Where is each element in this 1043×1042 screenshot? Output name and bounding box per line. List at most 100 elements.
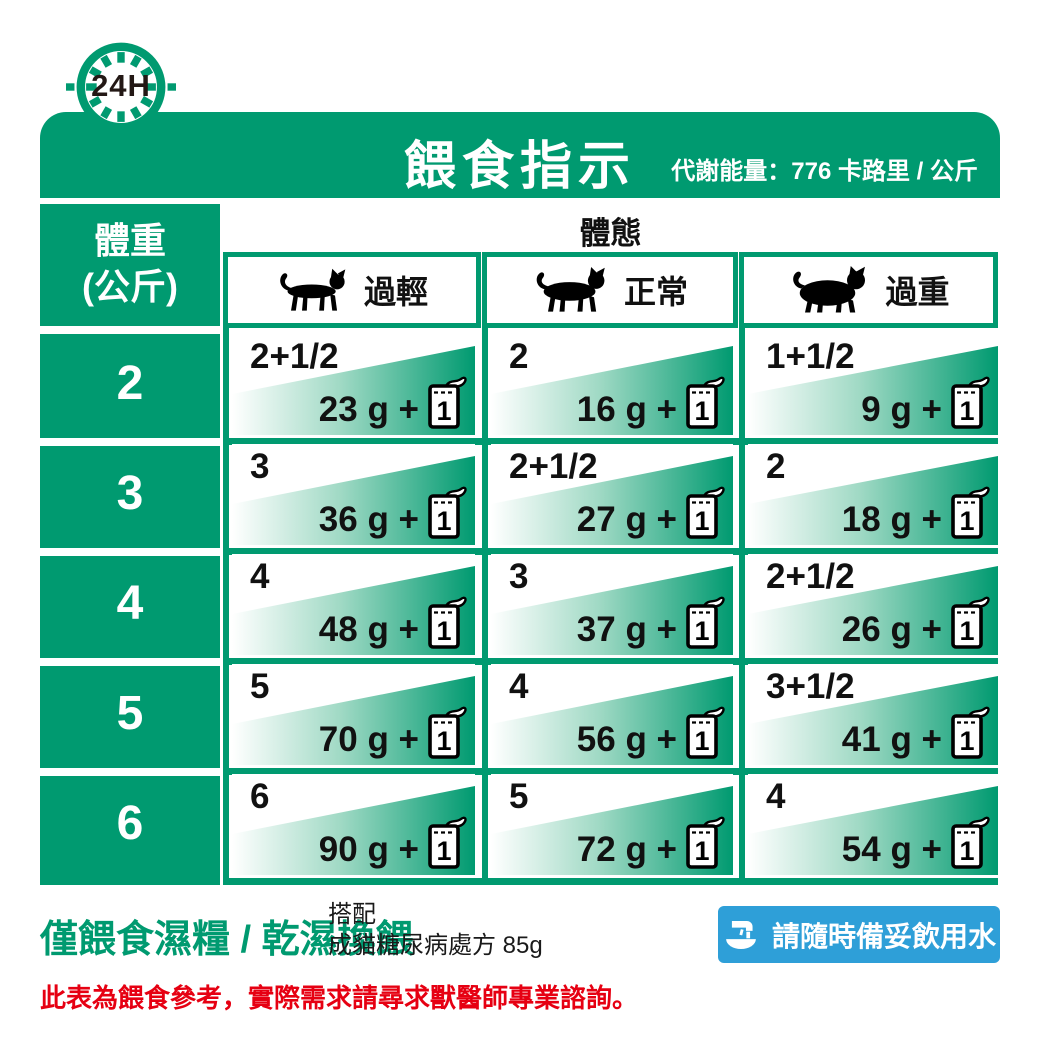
row-divider — [223, 548, 998, 555]
header-band: 餵食指示 代謝能量：776 卡路里 / 公斤 — [40, 112, 1000, 198]
dry-food-grams: 70 g + — [318, 720, 419, 759]
column-header-label: 正常 — [623, 274, 688, 310]
wet-pouch-icon: 1 — [685, 375, 725, 431]
column-divider — [223, 252, 229, 885]
metabolic-energy-label: 代謝能量：776 卡路里 / 公斤 — [671, 158, 978, 185]
pouch-count: 1 — [436, 836, 452, 866]
wet-portion-count: 4 — [509, 667, 529, 706]
wet-pouch-icon: 1 — [950, 375, 990, 431]
dry-food-grams: 23 g + — [318, 390, 419, 429]
clock-24h-badge: 24H — [66, 32, 176, 142]
pouch-count: 1 — [959, 836, 975, 866]
pouch-count: 1 — [694, 396, 710, 426]
gradient-wedge — [748, 346, 998, 435]
gradient-wedge — [232, 566, 475, 655]
dry-food-grams: 36 g + — [318, 500, 419, 539]
dry-food-grams: 56 g + — [576, 720, 677, 759]
cat-fat-icon — [793, 266, 866, 313]
faucet-water-bowl-icon — [726, 920, 756, 949]
wet-pouch-icon: 1 — [427, 595, 467, 651]
wet-portion-count: 4 — [250, 557, 270, 596]
table-cell: 2+1/2 26 g + 1 — [748, 554, 998, 655]
pouch-count: 1 — [959, 506, 975, 536]
table-cell: 1+1/2 9 g + 1 — [748, 334, 998, 435]
wet-portion-count: 1+1/2 — [766, 337, 855, 376]
row-divider — [40, 768, 220, 776]
feeding-table: 體重 (公斤) 2 3 4 5 6 體態 — [40, 204, 1000, 885]
wet-pouch-icon: 1 — [685, 705, 725, 761]
row-divider — [223, 768, 998, 775]
wet-pouch-icon: 1 — [950, 485, 990, 541]
wet-pouch-icon: 1 — [427, 375, 467, 431]
wet-portion-count: 3 — [509, 557, 529, 596]
wet-pouch-icon: 1 — [427, 815, 467, 871]
column-divider — [482, 252, 488, 885]
vet-disclaimer: 此表為餵食參考，實際需求請尋求獸醫師專業諮詢。 — [40, 983, 639, 1013]
pairing-note: 搭配 成貓糖尿病處方 85g — [328, 899, 543, 961]
gradient-wedge — [491, 566, 733, 655]
pouch-icon — [686, 706, 725, 759]
weight-value: 5 — [116, 687, 144, 740]
column-header-underweight: 過輕 — [223, 252, 481, 328]
pouch-count: 1 — [436, 506, 452, 536]
feeding-mode-note: 僅餵食濕糧 / 乾濕換餵 — [40, 919, 414, 961]
gradient-wedge — [748, 786, 998, 875]
wet-pouch-icon: 1 — [685, 485, 725, 541]
table-cell: 4 56 g + 1 — [491, 664, 733, 765]
pouch-icon — [686, 596, 725, 649]
clock-24h-label: 24H — [91, 68, 151, 103]
dry-food-grams: 90 g + — [318, 830, 419, 869]
table-cell: 2 18 g + 1 — [748, 444, 998, 545]
pouch-icon — [428, 706, 467, 759]
weight-column-header: 體重 (公斤) — [40, 218, 220, 310]
pouch-icon — [951, 706, 990, 759]
pairing-line1: 搭配 — [328, 901, 376, 928]
wet-portion-count: 2 — [766, 447, 786, 486]
table-cell: 3+1/2 41 g + 1 — [748, 664, 998, 765]
row-divider — [223, 438, 998, 445]
table-cell: 4 54 g + 1 — [748, 774, 998, 875]
clock-24h-icon — [66, 42, 176, 132]
dry-food-grams: 26 g + — [841, 610, 942, 649]
gradient-wedge — [232, 786, 475, 875]
dry-food-grams: 41 g + — [841, 720, 942, 759]
table-cell: 2+1/2 23 g + 1 — [232, 334, 475, 435]
pouch-count: 1 — [959, 616, 975, 646]
wet-portion-count: 5 — [509, 777, 529, 816]
pouch-count: 1 — [694, 616, 710, 646]
column-header-overweight: 過重 — [739, 252, 998, 328]
pouch-count: 1 — [959, 396, 975, 426]
gradient-wedge — [491, 676, 733, 765]
row-divider — [223, 878, 998, 885]
wet-pouch-icon: 1 — [427, 485, 467, 541]
pouch-icon — [428, 596, 467, 649]
weight-value: 3 — [116, 467, 144, 520]
table-cell: 2+1/2 27 g + 1 — [491, 444, 733, 545]
pouch-icon — [951, 486, 990, 539]
pouch-count: 1 — [694, 836, 710, 866]
pouch-icon — [428, 486, 467, 539]
body-condition-header: 體態 — [579, 216, 642, 251]
column-divider — [739, 252, 745, 885]
weight-header-line2: (公斤) — [82, 266, 178, 307]
gradient-wedge — [748, 456, 998, 545]
table-cell: 5 72 g + 1 — [491, 774, 733, 875]
pouch-count: 1 — [694, 726, 710, 756]
page-title: 餵食指示 — [403, 138, 636, 196]
pouch-count: 1 — [436, 396, 452, 426]
water-reminder-label: 請隨時備妥飲用水 — [771, 920, 996, 952]
cat-thin-icon — [280, 268, 346, 311]
weight-value: 4 — [116, 577, 144, 630]
wet-pouch-icon: 1 — [427, 705, 467, 761]
table-cell: 2 16 g + 1 — [491, 334, 733, 435]
table-cell: 4 48 g + 1 — [232, 554, 475, 655]
pouch-icon — [686, 816, 725, 869]
weight-value: 6 — [116, 797, 144, 850]
pouch-count: 1 — [436, 726, 452, 756]
wet-portion-count: 2+1/2 — [766, 557, 855, 596]
table-cell: 3 36 g + 1 — [232, 444, 475, 545]
pouch-count: 1 — [694, 506, 710, 536]
dry-food-grams: 27 g + — [576, 500, 677, 539]
pouch-icon — [686, 486, 725, 539]
pouch-icon — [428, 816, 467, 869]
